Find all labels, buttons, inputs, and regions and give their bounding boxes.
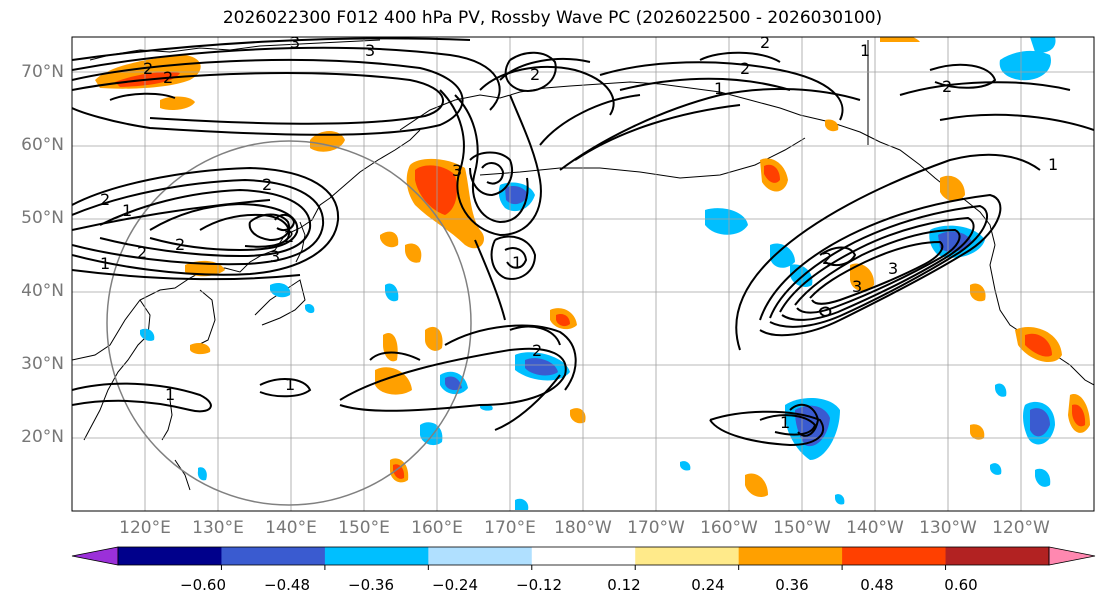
plot-frame (71, 36, 1095, 512)
contour-label: 1 (780, 413, 790, 432)
colorbar-bin (428, 547, 533, 565)
contour-label: 1 (100, 254, 110, 273)
colorbar-tick-label: −0.60 (180, 576, 226, 594)
contour-label: 1 (122, 201, 132, 220)
contour-label: 3 (452, 161, 462, 180)
lon-label-170e: 170°E (484, 518, 536, 538)
colorbar-extend-max (1048, 546, 1096, 566)
colorbar-tick-label: 0.36 (775, 576, 809, 594)
contour-label: 2 (532, 341, 542, 360)
lat-label-20n: 20°N (21, 427, 64, 447)
contour-label: 1 (714, 79, 724, 98)
colorbar-bin (221, 547, 326, 565)
contour-label: 2 (163, 68, 173, 87)
lat-label-40n: 40°N (21, 281, 64, 301)
colorbar-frame (117, 546, 1050, 566)
reference-circle (106, 140, 472, 506)
rossby-wave-contours (72, 37, 1094, 447)
lat-label-60n: 60°N (21, 135, 64, 155)
lon-label-140w: 140°W (846, 518, 904, 538)
lat-lon-grid (72, 37, 1094, 511)
colorbar-extend-min (71, 546, 119, 566)
colorbar-tick-label: 0.60 (944, 576, 978, 594)
lat-label-30n: 30°N (21, 354, 64, 374)
map-plot-area: 2 2 3 3 1 2 1 2 1 2 1 2 2 3 3 2 1 2 2 2 … (72, 33, 1094, 511)
colorbar-tick-label: 0.48 (860, 576, 894, 594)
lon-label-160w: 160°W (700, 518, 758, 538)
contour-label: 2 (822, 249, 832, 268)
colorbar-bin (738, 547, 843, 565)
contour-label: 2 (530, 65, 540, 84)
colorbar-tick-label: 0.12 (607, 576, 641, 594)
colorbar-bin (531, 547, 636, 565)
contour-label: 1 (285, 375, 295, 394)
contour-label: 2 (760, 33, 770, 52)
colorbar-bin (118, 547, 222, 565)
contour-label: 2 (262, 175, 272, 194)
lon-label-130e: 130°E (192, 518, 244, 538)
colorbar-tick-label: 0.24 (691, 576, 725, 594)
lon-label-120e: 120°E (119, 518, 171, 538)
colorbar-tick-label: −0.36 (348, 576, 394, 594)
contour-label: 1 (512, 253, 522, 272)
lon-label-130w: 130°W (919, 518, 977, 538)
colorbar-bin (635, 547, 740, 565)
pv-anomaly-fills (95, 37, 1090, 510)
contour-label: 2 (175, 235, 185, 254)
colorbar-tick-label: −0.12 (516, 576, 562, 594)
colorbar-bin (945, 547, 1050, 565)
colorbar-bin (842, 547, 947, 565)
contour-label: 3 (852, 277, 862, 296)
contour-label: 2 (942, 77, 952, 96)
contour-label: 1 (1048, 155, 1058, 174)
lon-label-160e: 160°E (411, 518, 463, 538)
contour-label: 3 (888, 259, 898, 278)
lon-label-120w: 120°W (992, 518, 1050, 538)
lat-label-70n: 70°N (21, 62, 64, 82)
colorbar (71, 546, 1096, 570)
contour-label: 2 (284, 227, 294, 246)
lon-label-180w: 180°W (554, 518, 612, 538)
map-title: 2026022300 F012 400 hPa PV, Rossby Wave … (222, 8, 883, 28)
lat-label-50n: 50°N (21, 208, 64, 228)
lon-label-170w: 170°W (627, 518, 685, 538)
contour-labels: 2 2 3 3 1 2 1 2 1 2 1 2 2 3 3 2 1 2 2 2 … (100, 33, 1058, 432)
contour-label: 2 (100, 190, 110, 209)
contour-label: 3 (270, 247, 280, 266)
contour-label: 2 (740, 59, 750, 78)
contour-label: 3 (365, 41, 375, 60)
contour-label: 3 (290, 33, 300, 52)
contour-label: 1 (165, 385, 175, 404)
contour-label: 2 (137, 243, 147, 262)
colorbar-bin (324, 547, 429, 565)
colorbar-tick-label: −0.24 (432, 576, 478, 594)
colorbar-tick-label: −0.48 (264, 576, 310, 594)
contour-label: 2 (143, 59, 153, 78)
lon-label-140e: 140°E (265, 518, 317, 538)
contour-label: 1 (860, 41, 870, 60)
lon-label-150e: 150°E (338, 518, 390, 538)
lon-label-150w: 150°W (773, 518, 831, 538)
